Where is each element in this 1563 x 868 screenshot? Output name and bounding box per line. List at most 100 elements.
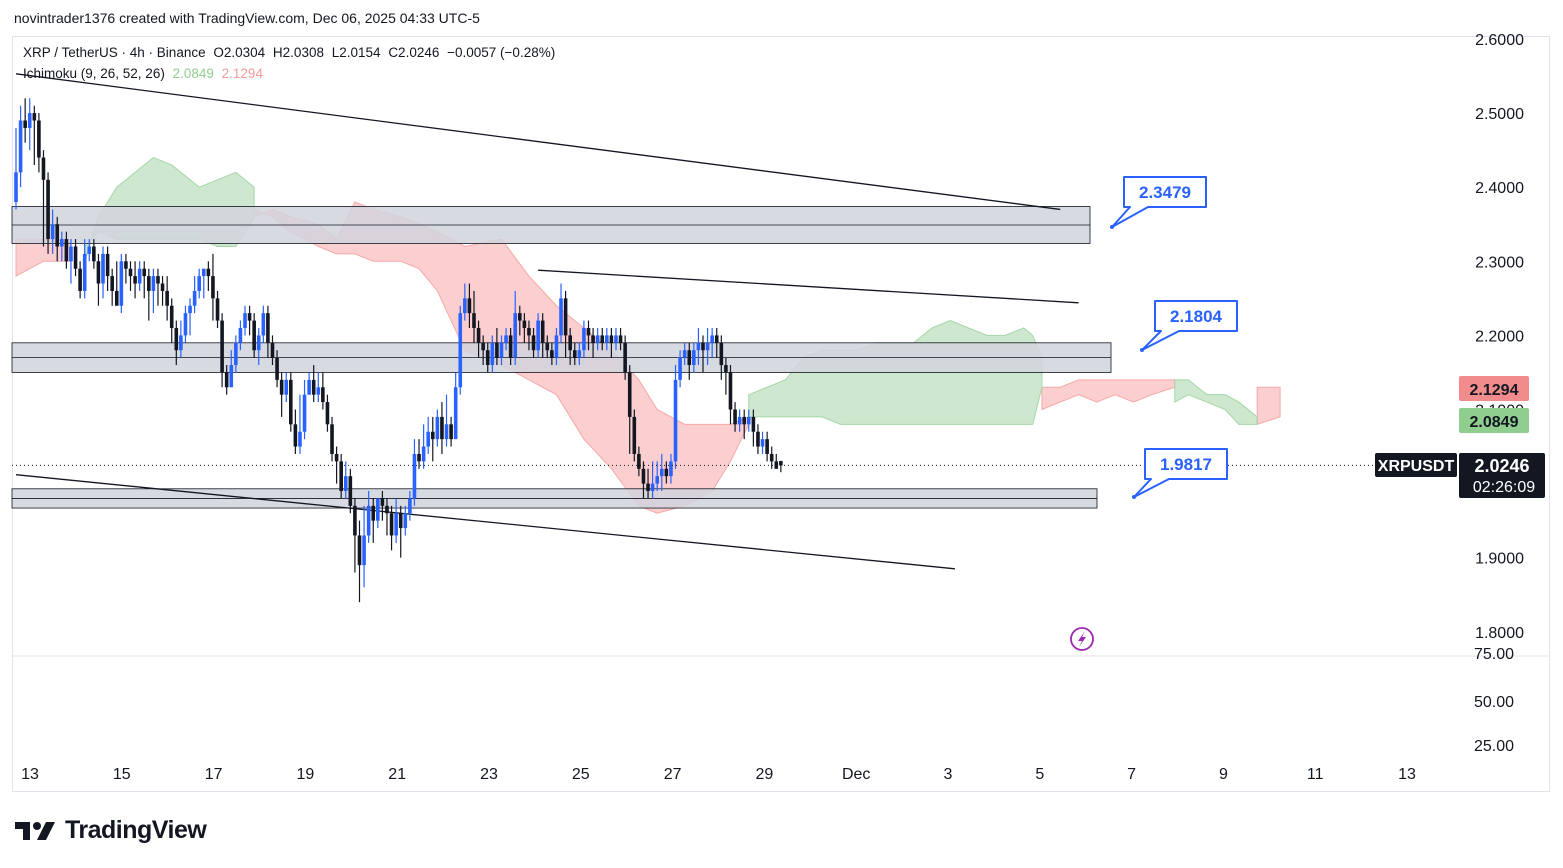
candle: [692, 342, 696, 373]
candle-body: [279, 379, 284, 395]
candle-body: [128, 268, 133, 277]
candle-body: [531, 335, 536, 351]
candle: [600, 327, 605, 351]
candle-body: [650, 483, 655, 492]
candle-body: [687, 350, 692, 366]
candle: [655, 461, 659, 492]
candle: [696, 327, 701, 366]
candle: [545, 335, 550, 358]
tradingview-logo-icon: [15, 821, 55, 840]
time-tick-label: 9: [1219, 766, 1228, 783]
tradingview-logo[interactable]: TradingView: [15, 816, 207, 845]
candle: [527, 320, 531, 351]
price-callout-text: 2.3479: [1139, 183, 1191, 202]
candle-body: [577, 350, 582, 358]
candle: [522, 313, 527, 343]
price-tick-label: 2.4000: [1475, 180, 1524, 197]
candle-body: [183, 313, 188, 336]
candle: [50, 209, 55, 254]
candle: [124, 253, 128, 284]
zones-layer: [11, 206, 1112, 509]
candle-body: [376, 498, 380, 521]
chart-legend-symbol: XRP / TetherUS · 4h · Binance O2.0304 H2…: [23, 45, 559, 60]
time-tick-label: 21: [388, 766, 406, 783]
candle-body: [229, 365, 234, 388]
candle: [637, 446, 641, 477]
candle: [289, 372, 293, 432]
candle-body: [430, 431, 435, 440]
candle: [449, 416, 453, 447]
candle: [73, 239, 78, 277]
price-callouts[interactable]: 2.3479 2.1804 1.9817: [1110, 176, 1238, 499]
price-callout[interactable]: 2.3479: [1110, 176, 1207, 229]
price-tick-label: 2.3000: [1475, 254, 1524, 271]
time-tick-label: 5: [1035, 766, 1044, 783]
candle: [220, 313, 224, 388]
candle: [137, 261, 142, 291]
candle: [481, 335, 485, 366]
candle: [234, 335, 238, 373]
candle: [646, 468, 650, 499]
candle: [302, 379, 307, 440]
lower-descending-trendline[interactable]: [15, 474, 955, 570]
candle: [614, 327, 618, 351]
candle: [701, 335, 705, 373]
candle: [23, 98, 27, 143]
candle: [55, 216, 60, 262]
candle-body: [362, 535, 366, 566]
candle: [476, 320, 481, 358]
candle: [261, 305, 266, 343]
candle-body: [110, 276, 114, 291]
candle-body: [545, 342, 550, 351]
candle-body: [632, 416, 637, 454]
legend-indicator-name: Ichimoku (9, 26, 52, 26): [23, 66, 165, 81]
chart-attribution: novintrader1376 created with TradingView…: [14, 10, 480, 26]
candle-body: [760, 439, 765, 447]
candle-body: [499, 342, 504, 358]
lightning-icon[interactable]: [1070, 627, 1094, 651]
candle: [518, 305, 522, 336]
candle: [316, 372, 321, 403]
time-tick-label: 29: [756, 766, 774, 783]
candle: [183, 305, 188, 343]
candle: [591, 327, 595, 358]
candle: [298, 394, 302, 454]
candle: [270, 335, 275, 366]
candle-body: [756, 431, 760, 447]
price-callout[interactable]: 2.1804: [1140, 300, 1238, 352]
candle: [64, 231, 69, 269]
time-axis[interactable]: 13 15 17 19 21 23 25 27 29 Dec 3 5 7 9 11 13: [21, 766, 1416, 783]
candle-body: [421, 446, 426, 462]
candle-body: [696, 342, 701, 351]
candle-body: [41, 157, 46, 180]
chart-legend-indicator[interactable]: Ichimoku (9, 26, 52, 26) 2.0849 2.1294: [23, 66, 267, 81]
price-axis[interactable]: 2.60002.50002.40002.30002.20002.10001.90…: [1475, 32, 1524, 642]
candle: [197, 268, 201, 299]
candle-body: [701, 342, 705, 351]
candle-body: [751, 416, 756, 432]
candle: [165, 276, 169, 321]
candle-body: [737, 416, 742, 425]
candle-body: [18, 120, 23, 173]
price-callout-anchor: [1140, 348, 1144, 352]
candle: [463, 283, 467, 321]
price-callout[interactable]: 1.9817: [1132, 448, 1228, 499]
candle-body: [563, 298, 568, 336]
candle: [169, 298, 174, 343]
range-top-trendline[interactable]: [538, 269, 1079, 304]
candle-body: [147, 276, 151, 291]
candle: [682, 342, 687, 366]
upper-descending-trendline[interactable]: [15, 73, 1061, 211]
candle-body: [389, 513, 394, 536]
candle: [650, 461, 655, 499]
candle: [389, 505, 394, 551]
candle: [742, 409, 747, 440]
candle-body: [664, 468, 669, 477]
candle-body: [169, 305, 174, 328]
candle: [41, 150, 46, 247]
price-tick-label: 2.6000: [1475, 32, 1524, 49]
price-callout-anchor: [1132, 495, 1136, 499]
candle-body: [316, 387, 321, 395]
trendlines-layer: [15, 73, 1079, 570]
